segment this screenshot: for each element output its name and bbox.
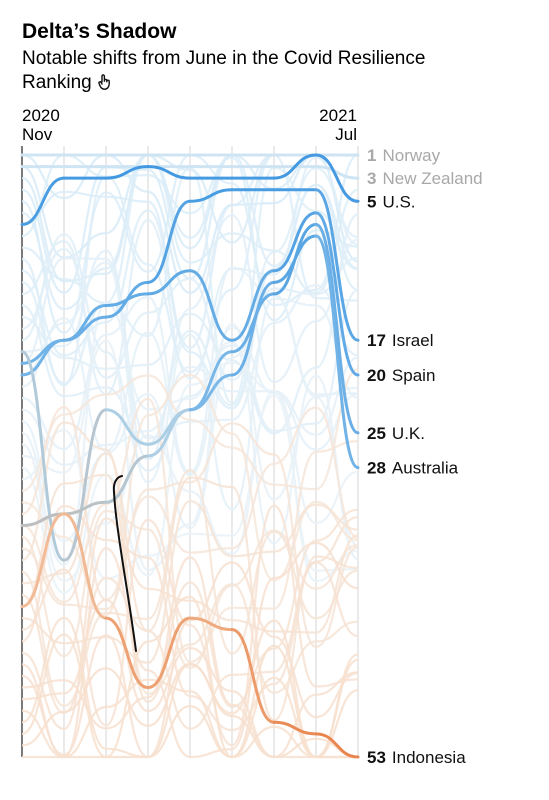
series-line-israel-segment[interactable] — [314, 188, 360, 342]
series-name-australia: Australia — [392, 459, 459, 478]
series-line-australia-segment[interactable] — [188, 373, 234, 412]
series-line-australia-segment[interactable] — [230, 280, 276, 377]
series-line-indonesia-segment[interactable] — [146, 616, 192, 690]
series-line-spain-segment[interactable] — [272, 211, 318, 273]
series-line-indonesia-segment[interactable] — [230, 628, 276, 724]
background-rank-line — [21, 598, 359, 759]
series-line-australia-segment[interactable] — [146, 408, 192, 458]
series-name-norway: Norway — [382, 146, 440, 165]
axis-end-label: 2021 Jul — [319, 106, 357, 144]
chart-subtitle: Notable shifts from June in the Covid Re… — [22, 47, 492, 95]
series-line-australia-segment[interactable] — [104, 454, 150, 504]
series-rank-australia: 28 — [367, 459, 386, 478]
background-rank-line — [21, 452, 359, 722]
series-line-spain-segment[interactable] — [104, 292, 150, 307]
series-line-indonesia-segment[interactable] — [20, 512, 66, 608]
series-rank-norway: 1 — [367, 146, 376, 165]
background-rank-line — [21, 261, 359, 511]
series-line-israel-segment[interactable] — [146, 199, 192, 284]
series-label-spain[interactable]: 20 Spain — [367, 366, 435, 385]
series-rank-u-s-: 5 — [367, 192, 376, 211]
series-label-indonesia[interactable]: 53 Indonesia — [367, 748, 466, 767]
series-line-spain-segment[interactable] — [146, 269, 192, 296]
series-line-indonesia-segment[interactable] — [314, 732, 360, 759]
series-label-norway[interactable]: 1 Norway — [367, 146, 441, 165]
series-line-u-s--segment[interactable] — [104, 165, 150, 180]
series-label-u-s-[interactable]: 5 U.S. — [367, 192, 416, 211]
series-name-spain: Spain — [392, 366, 435, 385]
series-line-israel-segment[interactable] — [188, 188, 234, 203]
background-rank-line — [21, 257, 359, 440]
background-rank-line — [21, 153, 359, 322]
series-line-u-s--segment[interactable] — [146, 165, 192, 180]
series-line-australia-segment[interactable] — [272, 234, 318, 284]
series-line-u-s--segment[interactable] — [20, 176, 66, 226]
series-line-u-k--segment[interactable] — [62, 408, 108, 562]
series-label-u-k-[interactable]: 25 U.K. — [367, 424, 425, 443]
background-rank-line — [21, 368, 359, 492]
series-name-indonesia: Indonesia — [392, 748, 466, 767]
series-rank-indonesia: 53 — [367, 748, 386, 767]
series-label-new-zealand[interactable]: 3 New Zealand — [367, 169, 483, 188]
background-rank-line — [22, 644, 359, 759]
series-rank-spain: 20 — [367, 366, 386, 385]
series-label-australia[interactable]: 28 Australia — [367, 459, 459, 478]
hand-pointer-icon[interactable] — [98, 74, 112, 90]
series-rank-israel: 17 — [367, 331, 386, 350]
background-rank-line — [21, 662, 359, 759]
chart-subtitle-text: Notable shifts from June in the Covid Re… — [22, 48, 426, 93]
background-rank-line — [21, 468, 359, 708]
background-rank-line — [21, 183, 359, 410]
background-rank-line — [21, 213, 359, 461]
series-rank-u-k-: 25 — [367, 424, 386, 443]
background-rank-line — [21, 556, 358, 759]
series-line-u-k--segment[interactable] — [20, 350, 66, 562]
series-line-australia-segment[interactable] — [314, 234, 360, 470]
series-line-spain-segment[interactable] — [314, 211, 360, 377]
series-line-u-s--segment[interactable] — [272, 153, 318, 180]
series-line-spain-segment[interactable] — [62, 304, 108, 342]
background-rank-line — [21, 316, 359, 477]
series-line-indonesia-segment[interactable] — [62, 512, 108, 620]
series-lines — [20, 153, 360, 759]
background-rank-line — [21, 678, 358, 759]
background-rank-line — [21, 504, 359, 732]
background-rank-line — [21, 301, 359, 567]
background-rank-line — [21, 473, 359, 709]
series-line-indonesia-segment[interactable] — [104, 616, 150, 690]
series-line-australia-segment[interactable] — [62, 500, 108, 516]
axis-end-month: Jul — [335, 125, 357, 144]
series-rank-new-zealand: 3 — [367, 169, 376, 188]
series-line-u-k--segment[interactable] — [314, 222, 360, 435]
highlight-trace-line[interactable] — [112, 475, 137, 652]
background-rank-line — [21, 541, 359, 759]
series-line-spain-segment[interactable] — [230, 269, 276, 342]
series-line-u-k--segment[interactable] — [104, 408, 150, 446]
series-line-u-s--segment[interactable] — [314, 153, 360, 203]
background-rank-line — [21, 517, 359, 731]
series-line-spain-segment[interactable] — [188, 269, 234, 342]
chart-title: Delta’s Shadow — [22, 20, 177, 43]
series-line-new-zealand-segment[interactable] — [314, 165, 360, 180]
series-name-u-k-: U.K. — [392, 424, 425, 443]
background-rank-line — [21, 561, 359, 759]
axis-start-month: Nov — [22, 125, 53, 144]
series-name-new-zealand: New Zealand — [382, 169, 482, 188]
series-name-israel: Israel — [392, 331, 434, 350]
axis-start-label: 2020 Nov — [22, 106, 60, 144]
series-line-indonesia-segment[interactable] — [272, 720, 318, 736]
series-line-spain-segment[interactable] — [20, 338, 66, 365]
background-rank-line — [21, 166, 359, 405]
series-label-israel[interactable]: 17 Israel — [367, 331, 434, 350]
axis-end-year: 2021 — [319, 106, 357, 125]
series-name-u-s-: U.S. — [382, 192, 415, 211]
series-line-indonesia-segment[interactable] — [188, 616, 234, 632]
background-rank-line — [21, 389, 359, 582]
axis-start-year: 2020 — [22, 106, 60, 125]
